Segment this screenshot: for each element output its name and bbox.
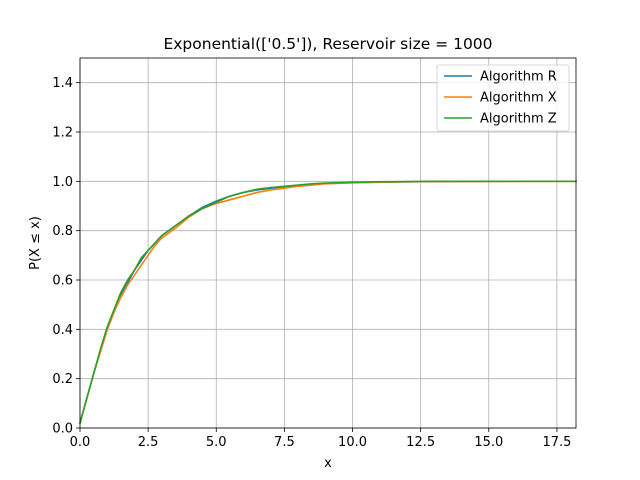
x-tick-label: 5.0 [206,435,227,450]
x-tick-label: 7.5 [274,435,295,450]
series-line-algorithm-z [79,180,577,425]
x-tick-label: 17.5 [542,435,571,450]
axis-ticks: 0.0 2.5 5.0 7.5 10.0 12.5 15.0 17.5 0.0 0.2 0.4 0.6… [52,76,571,450]
y-tick-label: 0.6 [52,274,73,289]
y-tick-label: 1.0 [52,175,73,190]
chart-title: Exponential(['0.5']), Reservoir size = 1… [163,35,492,53]
y-tick-label: 1.4 [52,76,73,91]
legend: Algorithm R Algorithm X Algorithm Z [436,64,570,132]
x-tick-label: 15.0 [474,435,503,450]
legend-label: Algorithm R [480,70,557,85]
y-tick-label: 0.8 [52,224,73,239]
x-tick-label: 2.5 [138,435,159,450]
y-axis-label: P(X ≤ x) [28,216,43,270]
series-lines [79,180,577,425]
legend-label: Algorithm Z [480,112,557,127]
y-tick-label: 0.0 [52,422,73,437]
legend-label: Algorithm X [480,91,557,106]
y-tick-label: 0.2 [52,372,73,387]
x-axis-label: x [324,456,332,471]
x-tick-label: 12.5 [406,435,435,450]
x-tick-label: 0.0 [70,435,91,450]
x-tick-label: 10.0 [338,435,367,450]
y-tick-label: 0.4 [52,323,73,338]
y-tick-label: 1.2 [52,126,73,141]
legend-box [436,64,570,132]
plot-frame [79,57,577,429]
